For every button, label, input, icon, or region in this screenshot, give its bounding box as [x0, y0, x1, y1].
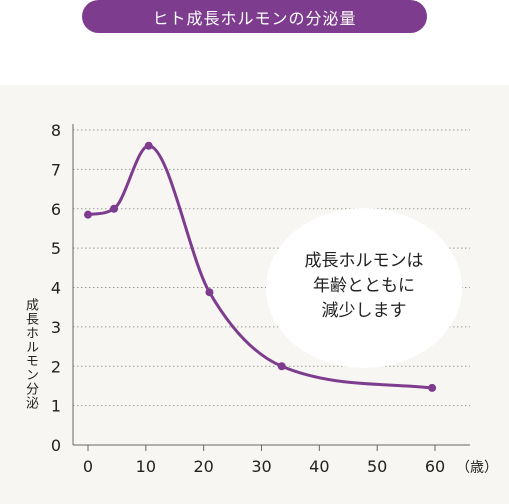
- line-chart: 0 1 2 3 4 5 6 7 8 0 10 20 30 40 50 60 （歳）: [51, 121, 498, 476]
- callout-text: 成長ホルモンは 年齢とともに 減少します: [305, 249, 424, 324]
- x-tick-label-50: 50: [367, 457, 387, 476]
- data-point-2: [144, 141, 153, 150]
- x-tick-label-0: 0: [83, 457, 93, 476]
- y-tick-label-3: 3: [51, 318, 61, 337]
- x-tick-label-30: 30: [251, 457, 271, 476]
- callout-line-3: 減少します: [321, 300, 407, 321]
- data-point-5: [428, 383, 437, 392]
- data-point-0: [84, 210, 92, 219]
- x-axis-label: （歳）: [456, 460, 498, 476]
- chart-panel: 0 1 2 3 4 5 6 7 8 0 10 20 30 40 50 60 （歳） 成長ホルモン分泌 成長ホルモ…: [0, 85, 509, 504]
- x-tick-label-10: 10: [136, 457, 156, 476]
- y-tick-label-6: 6: [51, 200, 61, 219]
- y-tick-label-5: 5: [51, 239, 61, 258]
- y-tick-label-8: 8: [51, 121, 61, 140]
- y-tick-label-2: 2: [51, 357, 61, 376]
- x-tick-label-20: 20: [193, 457, 213, 476]
- data-point-4: [277, 362, 286, 371]
- callout-line-2: 年齢とともに: [313, 275, 415, 296]
- y-tick-label-0: 0: [51, 436, 61, 455]
- data-point-3: [205, 288, 214, 297]
- y-tick-label-4: 4: [51, 279, 61, 298]
- x-tick-label-60: 60: [425, 457, 445, 476]
- y-axis-label: 成長ホルモン分泌: [23, 298, 38, 410]
- data-point-1: [110, 204, 119, 213]
- x-tick-label-40: 40: [309, 457, 329, 476]
- callout-bubble: 成長ホルモンは 年齢とともに 減少します: [266, 208, 462, 368]
- y-tick-label-1: 1: [51, 397, 61, 416]
- y-tick-label-7: 7: [51, 160, 61, 179]
- callout-line-1: 成長ホルモンは: [304, 250, 424, 271]
- chart-title: ヒト成長ホルモンの分泌量: [82, 0, 427, 33]
